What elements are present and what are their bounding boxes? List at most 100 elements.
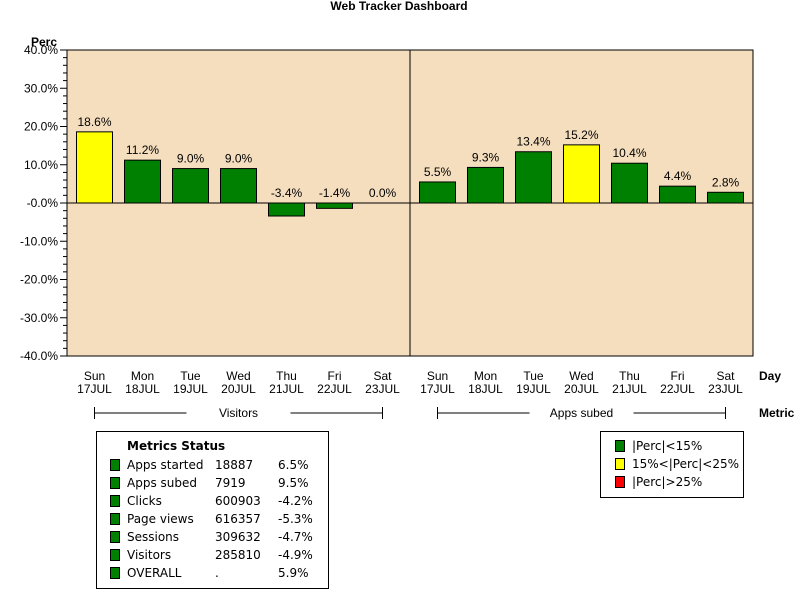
bar-value-label: 9.3%: [472, 150, 500, 164]
status-swatch: [110, 459, 120, 471]
bar: [659, 185, 696, 204]
y-tick-label: -20.0%: [20, 273, 58, 287]
color-legend: |Perc|<15% 15%<|Perc|<25% |Perc|>25%: [600, 431, 744, 498]
legend-swatch: [615, 476, 625, 488]
metric-perc: 9.5%: [278, 476, 309, 490]
y-tick-label: -40.0%: [20, 349, 58, 363]
bar: [220, 168, 257, 204]
bar: [419, 181, 456, 204]
metric-perc: 6.5%: [278, 458, 309, 472]
x-tick-label-date: 22JUL: [317, 382, 352, 396]
bar-value-label: 10.4%: [612, 146, 646, 160]
group-label: Visitors: [219, 406, 258, 420]
x-tick-label-date: 21JUL: [269, 382, 304, 396]
metric-name: Visitors: [127, 548, 172, 562]
x-tick-label-day: Fri: [671, 369, 685, 383]
x-tick-label-day: Tue: [180, 369, 201, 383]
status-swatch: [110, 549, 120, 561]
x-tick-label-day: Sun: [427, 369, 448, 383]
x-tick-label-date: 18JUL: [125, 382, 160, 396]
chart-title: Web Tracker Dashboard: [330, 0, 467, 13]
bar-value-label: 5.5%: [424, 165, 452, 179]
legend-swatch: [615, 440, 625, 452]
x-tick-label-day: Tue: [523, 369, 544, 383]
x-tick-label-date: 19JUL: [516, 382, 551, 396]
bar-value-label: 9.0%: [177, 152, 205, 166]
legend-label: |Perc|>25%: [632, 475, 703, 489]
bar-value-label: 4.4%: [664, 169, 692, 183]
metric-name: Apps subed: [127, 476, 197, 490]
group-label: Apps subed: [550, 406, 613, 420]
bar: [76, 131, 113, 204]
y-tick-label: 20.0%: [24, 120, 58, 134]
x-tick-label-date: 17JUL: [420, 382, 455, 396]
x-tick-label-date: 22JUL: [660, 382, 695, 396]
y-tick-label: 10.0%: [24, 158, 58, 172]
metric-count: 18887: [215, 458, 254, 472]
x-tick-label-day: Wed: [226, 369, 250, 383]
x-tick-label-date: 20JUL: [221, 382, 256, 396]
legend-label: 15%<|Perc|<25%: [632, 457, 739, 471]
metric-name: Apps started: [127, 458, 204, 472]
status-swatch: [110, 477, 120, 489]
bar-value-label: 13.4%: [516, 135, 550, 149]
legend-swatch: [615, 458, 625, 470]
bar-value-label: 18.6%: [77, 115, 111, 129]
x-axis-label: Day: [759, 369, 781, 383]
metric-perc: -5.3%: [278, 512, 313, 526]
bar: [467, 166, 504, 204]
metric-perc: 5.9%: [278, 566, 309, 580]
x-tick-label-day: Mon: [131, 369, 154, 383]
metric-count: 7919: [215, 476, 246, 490]
status-swatch: [110, 567, 120, 579]
metric-perc: -4.9%: [278, 548, 313, 562]
status-swatch: [110, 531, 120, 543]
x-tick-label-day: Sat: [716, 369, 735, 383]
x-tick-label-day: Thu: [276, 369, 297, 383]
x-tick-label-day: Sun: [84, 369, 105, 383]
bar-value-label: 11.2%: [126, 143, 159, 157]
x-tick-label-day: Sat: [373, 369, 392, 383]
bar-value-label: 2.8%: [712, 175, 740, 189]
status-swatch: [110, 495, 120, 507]
metric-count: .: [215, 566, 219, 580]
x-tick-label-day: Thu: [619, 369, 640, 383]
metric-name: OVERALL: [127, 566, 182, 580]
y-axis-label: Perc: [31, 35, 57, 49]
bar-value-label: 9.0%: [225, 152, 253, 166]
metric-name: Sessions: [127, 530, 180, 544]
metric-count: 600903: [215, 494, 261, 508]
bar: [707, 191, 744, 204]
bar-value-label: -1.4%: [319, 186, 351, 200]
bar: [611, 162, 648, 204]
metric-count: 616357: [215, 512, 261, 526]
x-tick-label-date: 23JUL: [365, 382, 400, 396]
metrics-status-box: Metrics Status Apps started 18887 6.5% Apps…: [96, 431, 329, 589]
bar-value-label: 0.0%: [369, 186, 397, 200]
metric-name: Page views: [127, 512, 194, 526]
x-tick-label-day: Fri: [328, 369, 342, 383]
metric-count: 285810: [215, 548, 261, 562]
bar: [316, 202, 353, 209]
metric-count: 309632: [215, 530, 261, 544]
bar-value-label: 15.2%: [564, 128, 598, 142]
bar: [268, 202, 305, 217]
metrics-status-title: Metrics Status: [127, 439, 226, 453]
status-swatch: [110, 513, 120, 525]
x-tick-label-day: Mon: [474, 369, 497, 383]
legend-label: |Perc|<15%: [632, 439, 703, 453]
x-tick-label-date: 19JUL: [173, 382, 208, 396]
metric-perc: -4.7%: [278, 530, 313, 544]
y-tick-label: 30.0%: [24, 81, 58, 95]
bar: [172, 168, 209, 204]
bar-value-label: -3.4%: [271, 186, 303, 200]
y-tick-label: -10.0%: [20, 234, 58, 248]
metric-perc: -4.2%: [278, 494, 313, 508]
bar: [124, 159, 161, 204]
x-tick-label-date: 18JUL: [468, 382, 503, 396]
y-tick-label: -0.0%: [27, 196, 59, 210]
x-tick-label-date: 20JUL: [564, 382, 599, 396]
x-tick-label-date: 21JUL: [612, 382, 647, 396]
x-tick-label-date: 23JUL: [708, 382, 743, 396]
